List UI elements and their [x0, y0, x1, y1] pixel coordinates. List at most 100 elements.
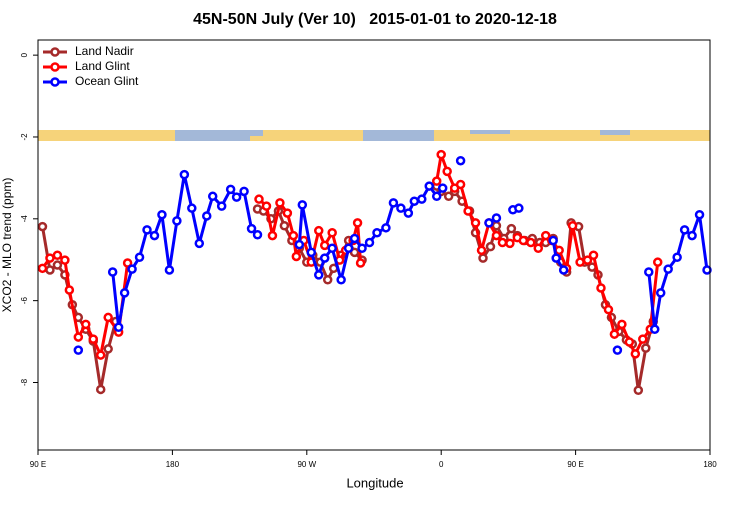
data-point [252, 230, 263, 240]
plot-area [37, 149, 712, 396]
data-point [484, 218, 494, 228]
series-line [41, 153, 660, 357]
data-point [81, 319, 91, 330]
data-point [355, 258, 366, 268]
data-point [476, 245, 487, 256]
data-point [52, 260, 63, 270]
data-point [279, 221, 290, 231]
data-point [403, 208, 414, 218]
data-point [261, 201, 272, 211]
y-tick-label: -8 [20, 378, 29, 386]
data-point [437, 183, 448, 193]
x-tick-label: 180 [166, 460, 180, 469]
data-point [107, 267, 118, 277]
data-point [294, 239, 305, 250]
x-tick-label: 90 E [567, 460, 583, 469]
data-point [336, 275, 346, 285]
data-point [37, 263, 48, 274]
data-point [231, 192, 242, 202]
data-point [164, 265, 175, 275]
x-axis-title: Longitude [346, 475, 403, 490]
plot-frame [37, 39, 711, 451]
data-point [73, 345, 84, 355]
data-point [630, 349, 641, 359]
data-point [655, 288, 666, 298]
data-point [603, 304, 614, 315]
data-point [95, 384, 106, 395]
data-point [288, 230, 299, 241]
data-point [172, 216, 182, 226]
data-point [431, 191, 442, 202]
data-point [239, 186, 249, 197]
data-point [609, 329, 620, 339]
data-point [349, 233, 360, 244]
legend-marker [50, 47, 60, 57]
data-point [624, 337, 635, 347]
data-point [672, 252, 682, 263]
data-point [349, 247, 360, 258]
data-point [352, 218, 363, 228]
data-point [291, 251, 302, 262]
chart-title: 45N-50N July (Ver 10) 2015-01-01 to 2020… [193, 11, 557, 28]
y-tick-label: -4 [20, 215, 29, 223]
map-strip [38, 130, 710, 141]
data-point [52, 250, 63, 260]
series-line [41, 185, 655, 392]
data-point [187, 203, 197, 213]
legend-label: Land Glint [75, 59, 130, 73]
legend-marker [50, 62, 60, 72]
data-point [45, 253, 55, 263]
data-point [357, 243, 367, 254]
data-point [297, 200, 308, 210]
data-point [652, 257, 663, 267]
data-point [588, 250, 599, 260]
data-point [119, 288, 130, 298]
data-point [313, 270, 324, 280]
data-point [548, 235, 558, 246]
data-point [491, 221, 502, 231]
data-point [582, 255, 593, 265]
data-point [372, 227, 382, 238]
data-point [687, 230, 697, 241]
data-point [424, 181, 435, 191]
data-point [343, 243, 354, 254]
data-point [45, 265, 55, 275]
data-point [491, 213, 502, 223]
x-tick-label: 90 E [30, 460, 46, 469]
data-point [322, 275, 333, 285]
data-point [463, 206, 473, 216]
data-point [319, 253, 330, 263]
data-point [514, 203, 524, 213]
x-tick-label: 0 [439, 460, 444, 469]
data-point [436, 149, 446, 160]
data-point [122, 258, 133, 268]
data-point [216, 201, 227, 211]
x-tick-label: 180 [703, 460, 717, 469]
data-point [73, 332, 84, 342]
data-point [505, 238, 515, 249]
data-point [201, 211, 212, 221]
data-point [103, 344, 113, 354]
data-point [663, 264, 673, 274]
data-point [567, 221, 578, 231]
data-point [478, 253, 488, 263]
data-point [417, 194, 427, 204]
data-point [497, 237, 508, 248]
data-point [641, 343, 651, 353]
data-point [313, 225, 324, 236]
data-point [282, 208, 293, 218]
x-tick-label: 90 W [297, 460, 316, 469]
data-point [88, 334, 99, 344]
data-point [702, 265, 712, 275]
data-point [364, 237, 375, 248]
data-point [327, 227, 337, 238]
data-point [388, 198, 399, 208]
data-point [443, 191, 454, 202]
data-point [142, 225, 152, 235]
data-point [103, 312, 113, 323]
data-point [679, 225, 690, 235]
data-point [612, 345, 623, 355]
data-point [275, 198, 285, 208]
data-point [455, 155, 466, 166]
